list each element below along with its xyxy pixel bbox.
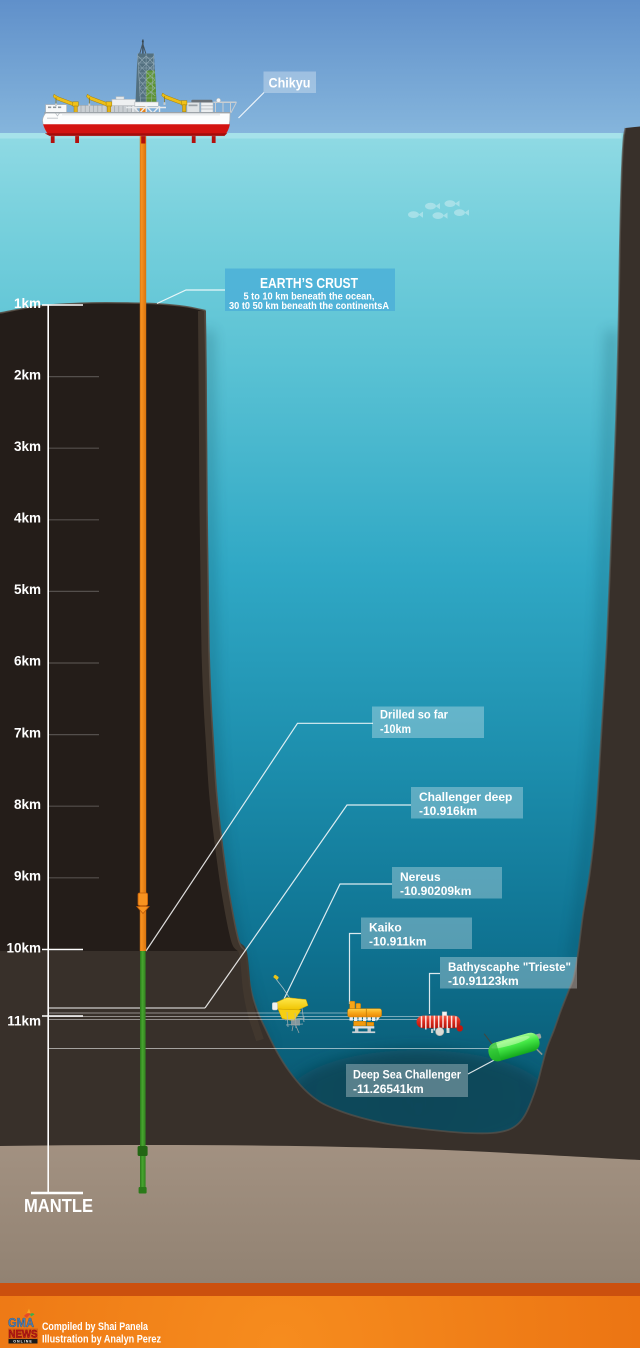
svg-text:Bathyscaphe "Trieste": Bathyscaphe "Trieste" — [448, 960, 571, 974]
svg-text:5 to 10 km beneath the ocean,: 5 to 10 km beneath the ocean, — [244, 291, 375, 303]
svg-text:Compiled by Shai Panela: Compiled by Shai Panela — [42, 1321, 149, 1333]
svg-text:7km: 7km — [14, 726, 41, 741]
svg-text:4km: 4km — [14, 511, 41, 526]
svg-text:Chikyu: Chikyu — [269, 76, 311, 91]
svg-text:-10km: -10km — [380, 722, 411, 736]
svg-text:9km: 9km — [14, 869, 41, 884]
svg-text:1km: 1km — [14, 296, 41, 311]
svg-text:2km: 2km — [14, 368, 41, 383]
svg-text:10km: 10km — [6, 941, 41, 956]
svg-text:6km: 6km — [14, 654, 41, 669]
svg-text:30 t0 50 km beneath the contin: 30 t0 50 km beneath the continentsA — [229, 300, 389, 312]
svg-text:MANTLE: MANTLE — [24, 1196, 93, 1216]
svg-text:-10.91123km: -10.91123km — [448, 974, 519, 988]
svg-text:-11.26541km: -11.26541km — [353, 1082, 424, 1096]
svg-text:Deep Sea Challenger: Deep Sea Challenger — [353, 1068, 461, 1082]
svg-text:GMA: GMA — [8, 1316, 34, 1330]
svg-text:ONLINE: ONLINE — [13, 1340, 33, 1344]
svg-text:11km: 11km — [7, 1014, 41, 1029]
svg-text:EARTH’S CRUST: EARTH’S CRUST — [260, 275, 358, 292]
svg-text:Challenger deep: Challenger deep — [419, 790, 512, 804]
svg-text:Kaiko: Kaiko — [369, 921, 402, 935]
svg-text:NEWS: NEWS — [9, 1329, 38, 1341]
svg-text:Nereus: Nereus — [400, 870, 441, 884]
svg-text:-10.916km: -10.916km — [419, 804, 477, 818]
svg-text:Illustration by Analyn Perez: Illustration by Analyn Perez — [42, 1334, 161, 1346]
svg-text:8km: 8km — [14, 797, 41, 812]
svg-text:-10.911km: -10.911km — [369, 935, 426, 949]
svg-text:3km: 3km — [14, 439, 41, 454]
svg-text:Drilled so far: Drilled so far — [380, 708, 448, 722]
svg-text:5km: 5km — [14, 582, 41, 597]
svg-text:-10.90209km: -10.90209km — [400, 884, 471, 898]
